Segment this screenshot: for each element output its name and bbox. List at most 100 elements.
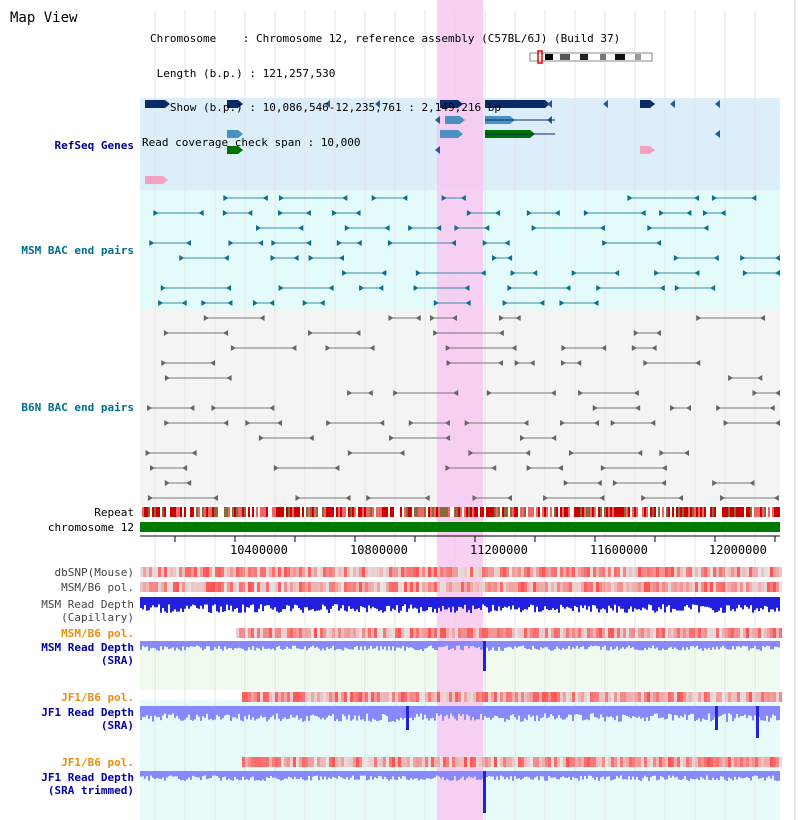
read-depth-bar bbox=[546, 771, 548, 781]
read-depth-bar bbox=[256, 641, 258, 648]
read-depth-bar bbox=[318, 641, 320, 649]
track-label-jf1-b6-pol-trim[interactable]: JF1/B6 pol. bbox=[61, 756, 134, 769]
repeat-mark bbox=[488, 507, 490, 517]
repeat-mark bbox=[364, 507, 366, 517]
read-depth-bar bbox=[310, 641, 312, 647]
polymorphism-heat-mark bbox=[776, 582, 779, 592]
chromosome-ideogram[interactable] bbox=[530, 53, 652, 63]
bac-end-marker bbox=[532, 270, 538, 276]
polymorphism-heat-mark bbox=[584, 757, 587, 767]
read-depth-bar bbox=[550, 771, 552, 778]
polymorphism-heat-mark bbox=[521, 692, 524, 702]
polymorphism-heat-mark bbox=[569, 567, 572, 577]
read-depth-bar bbox=[384, 706, 386, 715]
read-depth-bar bbox=[338, 706, 340, 722]
read-depth-bar bbox=[268, 641, 270, 649]
read-depth-bar bbox=[246, 706, 248, 720]
read-depth-bar bbox=[140, 706, 142, 720]
track-label-msm-depth-capillary[interactable]: MSM Read Depth (Capillary) bbox=[41, 598, 134, 624]
read-depth-bar bbox=[708, 771, 710, 780]
bac-end-marker bbox=[550, 390, 556, 396]
repeat-mark bbox=[410, 507, 412, 517]
read-depth-bar bbox=[506, 706, 508, 720]
repeat-mark bbox=[154, 507, 156, 517]
bac-end-marker bbox=[359, 285, 365, 291]
read-depth-bar bbox=[768, 597, 770, 613]
read-depth-bar bbox=[474, 597, 476, 610]
bac-end-marker bbox=[451, 315, 457, 321]
bac-end-marker bbox=[525, 450, 531, 456]
polymorphism-heat-mark bbox=[467, 582, 470, 592]
track-label-msm-depth-sra[interactable]: MSM Read Depth (SRA) bbox=[41, 641, 134, 667]
polymorphism-heat-mark bbox=[302, 582, 305, 592]
polymorphism-heat-mark bbox=[614, 692, 617, 702]
polymorphism-heat-mark bbox=[404, 692, 407, 702]
track-label-msm-b6-pol[interactable]: MSM/B6 pol. bbox=[61, 581, 134, 594]
read-depth-bar bbox=[216, 771, 218, 776]
read-depth-bar bbox=[472, 771, 474, 778]
read-depth-bar bbox=[700, 641, 702, 649]
polymorphism-heat-mark bbox=[665, 582, 668, 592]
read-depth-bar bbox=[604, 706, 606, 722]
track-label-b6n-bac[interactable]: B6N BAC end pairs bbox=[21, 401, 134, 414]
read-depth-bar bbox=[460, 706, 462, 716]
track-label-chromosome: chromosome 12 bbox=[47, 521, 134, 534]
polymorphism-heat-mark bbox=[752, 628, 755, 638]
repeat-mark bbox=[732, 507, 734, 517]
read-depth-bar bbox=[152, 771, 154, 778]
polymorphism-heat-mark bbox=[371, 582, 374, 592]
read-depth-bar bbox=[286, 706, 288, 720]
repeat-mark bbox=[720, 507, 722, 517]
read-depth-bar bbox=[622, 706, 624, 715]
track-label-msm-bac[interactable]: MSM BAC end pairs bbox=[21, 244, 134, 257]
polymorphism-heat-mark bbox=[440, 757, 443, 767]
polymorphism-heat-mark bbox=[185, 567, 188, 577]
repeat-mark bbox=[598, 507, 600, 517]
read-depth-bar bbox=[586, 641, 588, 650]
track-label-jf1-depth-trim[interactable]: JF1 Read Depth (SRA trimmed) bbox=[41, 771, 134, 797]
track-label-jf1-b6-pol[interactable]: JF1/B6 pol. bbox=[61, 691, 134, 704]
read-depth-bar bbox=[740, 597, 742, 608]
polymorphism-heat-mark bbox=[410, 757, 413, 767]
bac-end-marker bbox=[561, 345, 567, 351]
polymorphism-heat-mark bbox=[644, 582, 647, 592]
bac-end-marker bbox=[222, 210, 228, 216]
polymorphism-heat-mark bbox=[665, 757, 668, 767]
read-depth-bar bbox=[468, 597, 470, 610]
bac-end-marker bbox=[466, 210, 472, 216]
polymorphism-heat-mark bbox=[326, 757, 329, 767]
read-depth-bar bbox=[544, 771, 546, 781]
polymorphism-heat-mark bbox=[461, 692, 464, 702]
read-depth-bar bbox=[298, 771, 300, 779]
read-depth-bar bbox=[682, 706, 684, 718]
polymorphism-heat-mark bbox=[179, 582, 182, 592]
read-depth-bar bbox=[718, 597, 720, 611]
read-depth-bar bbox=[672, 597, 674, 609]
track-label-jf1-depth-sra[interactable]: JF1 Read Depth (SRA) bbox=[41, 706, 134, 732]
polymorphism-heat-mark bbox=[350, 628, 353, 638]
polymorphism-heat-mark bbox=[359, 628, 362, 638]
track-label-dbsnp[interactable]: dbSNP(Mouse) bbox=[54, 566, 134, 579]
polymorphism-heat-mark bbox=[545, 692, 548, 702]
repeat-mark bbox=[456, 507, 458, 517]
polymorphism-heat-mark bbox=[380, 567, 383, 577]
bac-end-marker bbox=[557, 465, 563, 471]
track-label-msm-b6-pol-sra[interactable]: MSM/B6 pol. bbox=[61, 627, 134, 640]
read-depth-bar bbox=[752, 597, 754, 613]
read-depth-bar bbox=[296, 771, 298, 780]
polymorphism-heat-mark bbox=[719, 692, 722, 702]
polymorphism-heat-mark bbox=[674, 692, 677, 702]
bac-end-marker bbox=[332, 210, 338, 216]
read-depth-bar bbox=[584, 771, 586, 777]
repeat-mark bbox=[646, 507, 648, 517]
repeat-mark bbox=[604, 507, 606, 517]
read-depth-bar bbox=[248, 706, 250, 715]
read-depth-bar bbox=[482, 706, 484, 720]
polymorphism-heat-mark bbox=[341, 628, 344, 638]
repeat-mark bbox=[692, 507, 694, 517]
polymorphism-heat-mark bbox=[596, 692, 599, 702]
bac-end-marker bbox=[507, 285, 513, 291]
track-label-refseq-genes[interactable]: RefSeq Genes bbox=[54, 139, 134, 152]
bac-end-marker bbox=[344, 225, 350, 231]
read-depth-bar bbox=[558, 641, 560, 649]
